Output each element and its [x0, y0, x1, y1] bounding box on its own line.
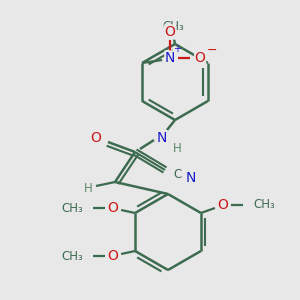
Text: H: H [84, 182, 92, 194]
Text: CH₃: CH₃ [162, 20, 184, 32]
Text: N: N [165, 51, 175, 65]
Text: N: N [186, 171, 196, 185]
Text: O: O [218, 198, 228, 212]
Text: CH₃: CH₃ [61, 202, 83, 214]
Text: H: H [172, 142, 182, 154]
Text: O: O [91, 131, 101, 145]
Text: O: O [108, 201, 118, 215]
Text: −: − [207, 44, 217, 56]
Text: N: N [157, 131, 167, 145]
Text: CH₃: CH₃ [253, 199, 275, 212]
Text: O: O [195, 51, 206, 65]
Text: +: + [173, 44, 181, 54]
Text: O: O [108, 249, 118, 263]
Text: O: O [165, 25, 176, 39]
Text: CH₃: CH₃ [61, 250, 83, 262]
Text: C: C [173, 169, 181, 182]
